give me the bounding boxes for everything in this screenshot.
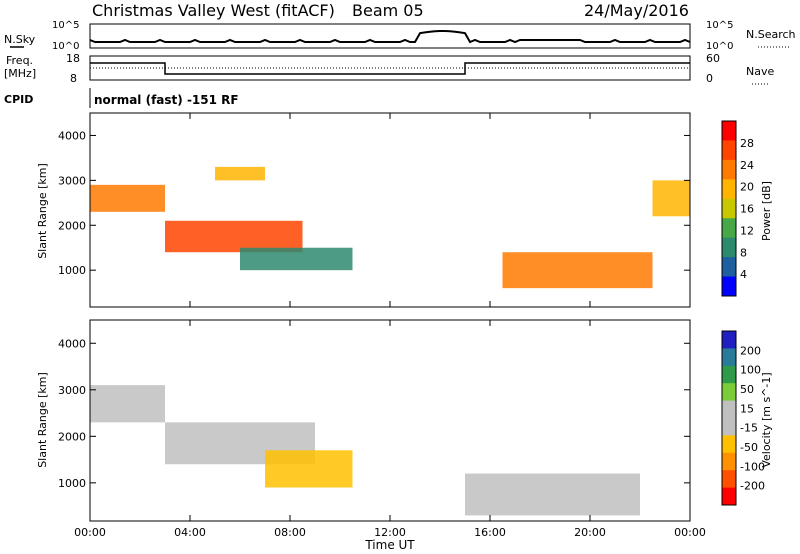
nsearch-tick-hi: 10^5 [706,20,733,31]
velocity-colorbar-tick-1: 100 [740,364,761,377]
xtick-label-6: 00:00 [674,526,706,539]
velocity-colorbar-tick-0: 200 [740,344,761,357]
velocity-colorbar-tick-5: -50 [740,441,758,454]
power-y-axis: 4000 3000 2000 1000 [58,129,690,277]
velocity-region-4 [465,473,640,516]
power-colorbar-tick-0: 28 [740,137,754,150]
velocity-colorbar-band-1 [722,348,736,367]
freq-label: Freq. [6,54,33,67]
xtick-label-4: 16:00 [474,526,506,539]
velocity-colorbar-tick-7: -200 [740,480,765,493]
nsearch-tick-lo: 10^0 [706,41,733,52]
velocity-colorbar-tick-4: -15 [740,422,758,435]
power-colorbar-band-8 [722,276,736,297]
power-colorbar-band-5 [722,218,736,239]
xtick-label-5: 20:00 [574,526,606,539]
power-colorbar-band-4 [722,198,736,219]
nsky-label: N.Sky [4,33,36,46]
velocity-colorbar-band-5 [722,418,736,436]
date-title: 24/May/2016 [584,1,689,20]
time-x-axis: 00:00 04:00 08:00 12:00 16:00 20:00 00:00 [74,113,706,539]
nave-label: Nave [746,65,774,78]
power-ytick-label-3: 1000 [58,264,86,277]
velocity-colorbar-band-0 [722,331,736,349]
velocity-colorbar-band-9 [722,487,736,506]
power-colorbar-band-3 [722,179,736,200]
velocity-colorbar-band-6 [722,435,736,454]
power-region-6 [652,180,690,217]
power-colorbar: 28 24 20 16 12 8 4 [721,120,754,297]
velocity-colorbar-tick-2: 50 [740,383,754,396]
xtick-label-3: 12:00 [374,526,406,539]
velocity-region-1 [90,385,165,423]
power-colorbar-tick-6: 4 [740,268,747,281]
xtick-label-2: 08:00 [274,526,306,539]
power-colorbar-tick-4: 12 [740,224,754,237]
power-colorbar-band-1 [722,140,736,161]
velocity-heatmap [90,385,640,516]
velocity-colorbar-frame [721,330,737,506]
velocity-ytick-label-3: 1000 [58,477,86,490]
power-colorbar-tick-1: 24 [740,159,754,172]
nsearch-label: N.Search [746,28,796,41]
power-colorbar-band-7 [722,257,736,278]
velocity-ylabel: Slant Range [km] [36,372,49,468]
velocity-y-axis: 4000 3000 2000 1000 [58,337,690,490]
power-region-5 [502,252,653,289]
freq-line [90,62,690,75]
xtick-label-0: 00:00 [74,526,106,539]
velocity-colorbar-band-3 [722,383,736,402]
power-colorbar-band-6 [722,237,736,258]
power-colorbar-tick-2: 20 [740,181,754,194]
power-ytick-label-0: 4000 [58,129,86,142]
velocity-ytick-label-1: 3000 [58,384,86,397]
velocity-colorbar-band-8 [722,470,736,489]
power-colorbar-tick-3: 16 [740,203,754,216]
velocity-ytick-label-0: 4000 [58,337,86,350]
power-colorbar-frame [721,120,737,297]
nave-tick-lo: 0 [706,72,713,85]
freq-tick-lo: 8 [70,72,77,85]
nsky-tick-lo: 10^0 [52,41,79,52]
velocity-ytick-label-2: 2000 [58,430,86,443]
nave-tick-hi: 60 [706,52,720,65]
velocity-colorbar-tick-3: 15 [740,402,754,415]
power-colorbar-tick-5: 8 [740,246,747,259]
power-colorbar-band-2 [722,159,736,180]
velocity-colorbar-label: Velocity [m s^-1] [760,372,773,467]
nsky-tick-hi: 10^5 [52,20,79,31]
velocity-region-3 [265,450,353,488]
power-ylabel: Slant Range [km] [36,163,49,259]
velocity-colorbar-band-4 [722,400,736,419]
nsky-panel-frame [89,23,691,49]
x-axis-label: Time UT [364,538,415,552]
cpid-label: CPID [4,93,33,106]
xtick-label-1: 04:00 [174,526,206,539]
power-region-4 [240,247,353,271]
power-ytick-label-2: 2000 [58,219,86,232]
velocity-colorbar-band-2 [722,365,736,384]
power-region-2 [165,220,303,253]
cpid-text: normal (fast) -151 RF [94,93,239,107]
power-ytick-label-1: 3000 [58,174,86,187]
power-colorbar-band-0 [722,121,736,141]
freq-tick-hi: 18 [66,52,80,65]
power-colorbar-label: Power [dB] [760,181,773,241]
freq-units: [MHz] [4,67,36,80]
power-region-3 [215,166,265,181]
nsky-line [89,30,691,44]
velocity-colorbar: 200 100 50 15 -15 -50 -100 -200 [721,330,765,506]
velocity-colorbar-tick-6: -100 [740,460,765,473]
power-heatmap [90,166,690,289]
station-title: Christmas Valley West (fitACF) [92,1,335,20]
power-region-1 [90,184,165,212]
beam-title: Beam 05 [352,1,424,20]
velocity-colorbar-band-7 [722,452,736,471]
